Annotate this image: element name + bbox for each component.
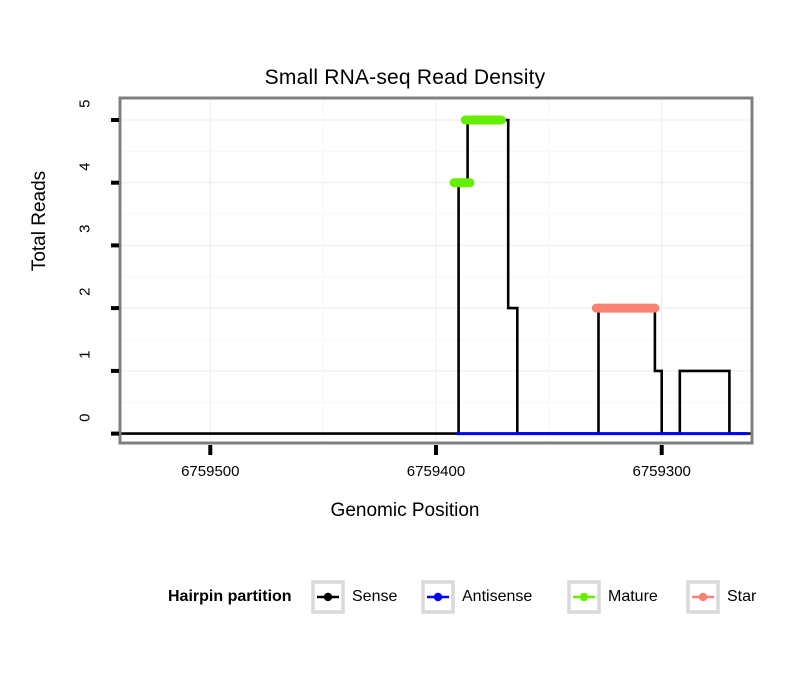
panel-border [118,96,754,445]
legend-label-star: Star [727,588,757,605]
legend-label-antisense: Antisense [462,588,533,605]
axis-ticks [111,118,664,455]
x-tick-label: 6759500 [181,463,240,480]
legend-title: Hairpin partition [168,588,292,605]
legend-label-mature: Mature [608,588,658,605]
legend-key-point-sense [323,592,333,602]
x-axis-label: Genomic Position [330,500,480,521]
legend-key-point-antisense [433,592,443,602]
legend-label-sense: Sense [352,588,398,605]
legend-key-point-mature [579,592,589,602]
series-line-sense [120,118,752,435]
grid-lines [120,98,752,443]
x-tick-label: 6759400 [406,463,466,480]
data-series-group [120,115,752,436]
x-tick-label: 6759300 [632,463,691,480]
chart-title: Small RNA-seq Read Density [264,66,546,89]
legend-key-point-star [698,592,708,602]
